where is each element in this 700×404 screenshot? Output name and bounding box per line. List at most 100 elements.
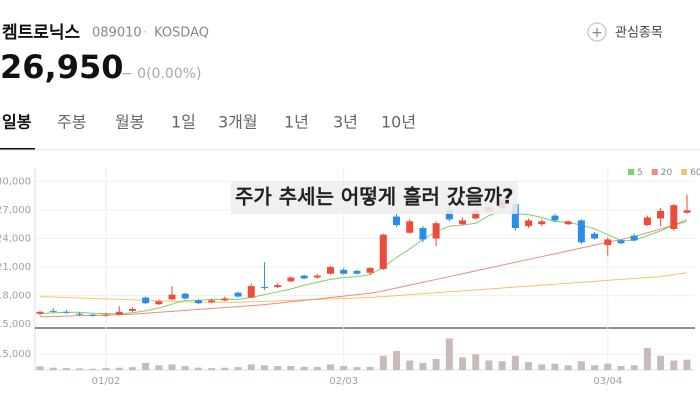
ma-line [40,220,688,318]
volume-bar [340,366,348,370]
candle-body [89,314,97,316]
tab[interactable]: 일봉 [2,113,32,132]
volume-bar [366,366,374,370]
watch-label[interactable]: 관심종목 [615,26,663,41]
y-tick-label: 27,000 [0,205,31,216]
volume-bar [511,355,519,370]
volume-bar [287,366,295,370]
volume-bar [102,368,110,370]
volume-bar [260,365,268,370]
volume-bar [498,361,506,370]
stock-market: KOSDAQ [154,26,209,41]
tab[interactable]: 1일 [171,113,196,132]
volume-bar [445,338,453,370]
candle-body [617,240,625,244]
volume-bar [617,366,625,370]
volume-bar [419,362,427,370]
candle-body [459,220,467,225]
legend-label: 20 [661,168,673,178]
volume-bar [181,366,189,370]
volume-bar [247,364,255,370]
volume-bar [538,364,546,370]
volume-bar [49,367,57,370]
volume-bar [630,365,638,370]
candle-body [260,287,268,289]
candle-body [353,270,361,274]
candle-body [274,285,282,288]
x-tick-label: 02/03 [329,376,358,387]
candle-body [419,228,427,240]
candle-body [551,215,559,221]
candle-body [630,235,638,241]
ma-line [39,272,688,303]
volume-bar [670,360,678,370]
volume-bar [221,367,229,370]
candle-body [577,220,585,243]
y-tick-label: 24,000 [0,233,31,244]
legend-label: 60 [690,168,700,178]
candle-body [300,275,308,279]
tab[interactable]: 3년 [333,113,358,132]
volume-bar [142,362,150,370]
volume-bar [564,365,572,370]
tab[interactable]: 3개월 [218,113,258,132]
tab[interactable]: 월봉 [115,113,144,132]
candle-body [564,221,572,225]
y-tick-label: 15,000 [0,319,31,330]
candle-body [102,314,110,316]
annotation-background [231,181,518,214]
candle-body [128,308,136,311]
candle-body [115,311,123,315]
stock-name: 켐트로닉스 [2,23,81,43]
candle-body [326,267,334,274]
volume-bar [62,368,70,370]
candle-body [234,292,242,297]
volume-bar [472,354,480,370]
candle-body [49,310,57,312]
volume-tick-label: 15,000 [0,349,31,360]
candle-body [432,223,440,239]
candle-body [287,277,295,282]
tab-bar: 일봉 주봉 월봉 1일 3개월 1년 3년 10년 [2,113,416,132]
volume-bar [657,355,665,370]
y-tick-label: 21,000 [0,262,31,273]
volume-bar [274,366,282,370]
legend-swatch [651,169,658,175]
candle-body [247,286,255,298]
tab[interactable]: 10년 [381,113,416,132]
candle-body [142,297,150,304]
price: 26,950 [0,48,123,86]
volume-bar [379,355,387,370]
candle-body [181,293,189,299]
volume-bar [234,367,242,370]
candle-body [538,221,546,225]
y-tick-label: 18,000 [0,291,31,302]
tab[interactable]: 주봉 [57,113,86,132]
x-tick-label: 03/04 [593,376,622,387]
candle-body [168,294,176,300]
candle-body [406,221,414,233]
volume-bar [485,360,493,370]
volume-bar [128,367,136,370]
candle-body [340,269,348,274]
candle-body [36,311,44,314]
candle-body [379,234,387,269]
tab[interactable]: 1년 [284,113,309,132]
legend-label: 5 [637,168,643,178]
volume-bar [459,357,467,370]
candle-body [313,275,321,278]
volume-bar [326,364,334,370]
legend-swatch [681,169,688,175]
volume-bar [76,368,84,370]
annotation: 주가 추세는 어떻게 흘러 갔을까? [231,181,518,214]
volume-bar [577,361,585,370]
legend-swatch [628,169,634,175]
volume-bar [313,366,321,370]
candle-body [670,205,678,229]
watch-button[interactable]: + 관심종목 [587,22,663,42]
candle-body [366,268,374,273]
candle-body [393,216,401,226]
plus-sign: + [591,25,603,41]
candle-body [604,239,612,246]
candle-body [525,220,533,227]
